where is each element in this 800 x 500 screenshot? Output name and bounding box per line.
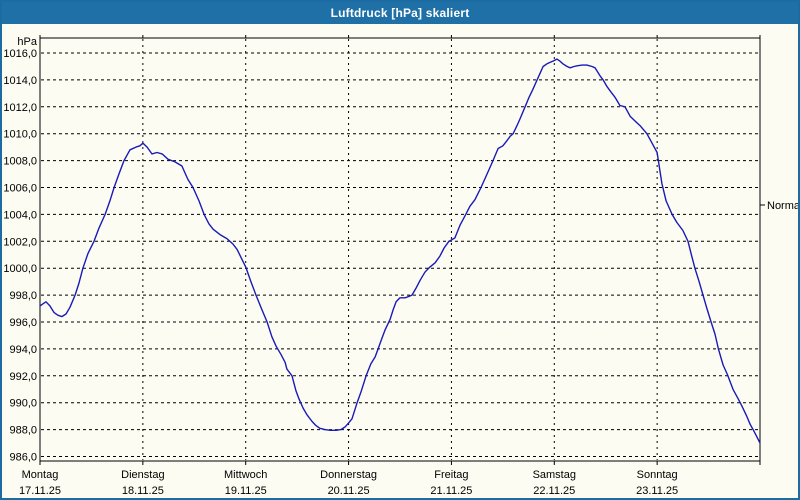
- y-tick-label: 1016,0: [3, 48, 37, 60]
- y-tick-label: 1008,0: [3, 156, 37, 168]
- date-label: 21.11.25: [430, 485, 472, 497]
- y-tick-label: 1014,0: [3, 75, 37, 87]
- day-label: Freitag: [434, 469, 468, 481]
- y-tick-label: 990,0: [9, 398, 37, 410]
- date-label: 23.11.25: [636, 485, 678, 497]
- day-label: Donnerstag: [320, 469, 377, 481]
- y-tick-label: 996,0: [9, 317, 37, 329]
- y-tick-label: 994,0: [9, 344, 37, 356]
- y-tick-label: 1002,0: [3, 236, 37, 248]
- date-label: 17.11.25: [19, 485, 61, 497]
- date-label: 22.11.25: [533, 485, 575, 497]
- y-tick-label: 1004,0: [3, 209, 37, 221]
- pressure-curve: [39, 58, 761, 444]
- plot-border: [39, 37, 761, 462]
- y-tick-label: 986,0: [9, 452, 37, 464]
- date-label: 19.11.25: [225, 485, 267, 497]
- window-titlebar: Luftdruck [hPa] skaliert: [2, 2, 798, 24]
- pressure-chart: 1016,0 1014,0 1012,0 1010,0 1008,0 1006,0 1004…: [3, 35, 800, 497]
- y-tick-label: 1010,0: [3, 129, 37, 141]
- normal-label: Normal: [767, 200, 800, 212]
- y-tick-label: 1012,0: [3, 102, 37, 114]
- unit-label: hPa: [17, 36, 37, 48]
- date-label: 20.11.25: [328, 485, 370, 497]
- window-title: Luftdruck [hPa] skaliert: [330, 6, 470, 20]
- date-label: 18.11.25: [122, 485, 164, 497]
- day-label: Montag: [22, 469, 59, 481]
- y-tick-label: 992,0: [9, 371, 37, 383]
- day-label: Sonntag: [637, 469, 678, 481]
- chart-area: 1016,0 1014,0 1012,0 1010,0 1008,0 1006,0 1004…: [2, 24, 798, 498]
- y-tick-label: 1006,0: [3, 183, 37, 195]
- y-tick-label: 1000,0: [3, 263, 37, 275]
- y-tick-label: 998,0: [9, 290, 37, 302]
- day-label: Dienstag: [121, 469, 164, 481]
- day-label: Samstag: [533, 469, 576, 481]
- y-tick-label: 988,0: [9, 425, 37, 437]
- day-label: Mittwoch: [224, 469, 267, 481]
